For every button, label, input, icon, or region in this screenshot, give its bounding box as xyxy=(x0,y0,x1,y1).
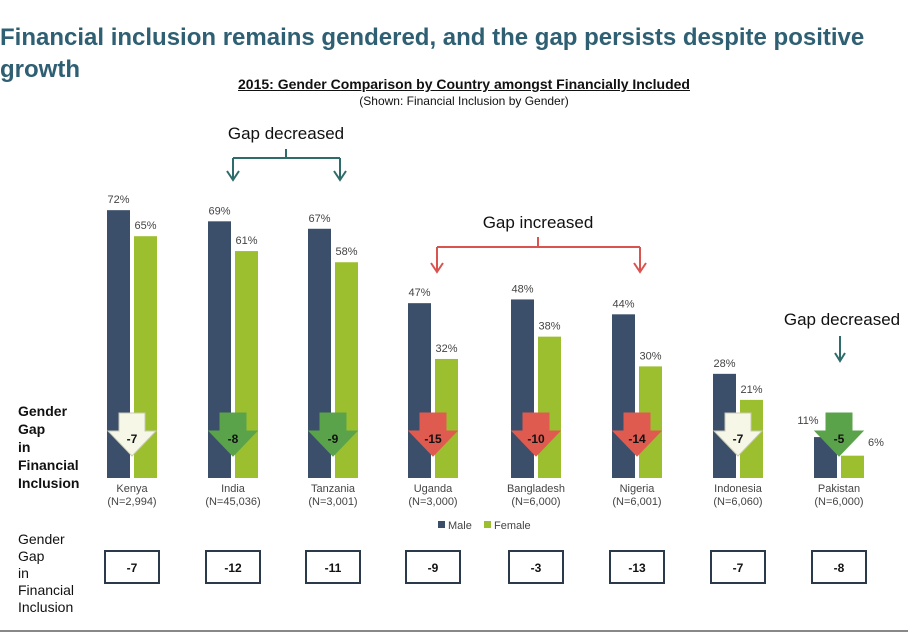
sample-size-indonesia: (N=6,060) xyxy=(713,496,762,508)
data-label-female-pakistan: 6% xyxy=(868,437,884,449)
data-label-male-uganda: 47% xyxy=(408,287,430,299)
gap-2014-value-tanzania: -11 xyxy=(325,561,342,575)
legend-label-female: Female xyxy=(494,520,531,532)
data-label-male-india: 69% xyxy=(208,205,230,217)
gap-2014-box-indonesia xyxy=(710,550,766,584)
gap-2015-value-india: -8 xyxy=(228,432,239,446)
gap-2014-box-bangladesh xyxy=(508,550,564,584)
gap-2014-label: Gender Gap in Financial Inclusion xyxy=(18,531,74,616)
chart-title: 2015: Gender Comparison by Country among… xyxy=(238,76,690,92)
gap-2015-label-text: Gender Gap in Financial Inclusion xyxy=(18,403,80,491)
gap-2015-value-tanzania: -9 xyxy=(328,432,339,446)
annotation-arrowheads-2 xyxy=(430,262,647,274)
gap-2015-value-pakistan: -5 xyxy=(834,432,845,446)
gap-2014-value-india: -12 xyxy=(224,561,242,575)
legend-swatch-male xyxy=(438,521,445,528)
gap-2015-arrow-indonesia xyxy=(712,412,764,457)
data-label-female-bangladesh: 38% xyxy=(538,321,560,333)
gap-2015-value-uganda: -15 xyxy=(424,432,442,446)
chart-subtitle: (Shown: Financial Inclusion by Gender) xyxy=(359,94,569,108)
gap-2014-label-text: Gender Gap in Financial Inclusion xyxy=(18,531,75,615)
gap-2015-arrow-nigeria xyxy=(611,412,663,457)
bar-male-kenya xyxy=(107,210,130,478)
data-label-female-nigeria: 30% xyxy=(639,350,661,362)
gap-2014-box-kenya xyxy=(104,550,160,584)
data-label-male-bangladesh: 48% xyxy=(511,283,533,295)
data-label-male-pakistan: 11% xyxy=(797,415,818,427)
bar-female-bangladesh xyxy=(538,336,561,478)
sample-size-kenya: (N=2,994) xyxy=(107,496,156,508)
sample-size-india: (N=45,036) xyxy=(205,496,260,508)
gap-2014-box-india xyxy=(205,550,261,584)
gap-2014-box-pakistan xyxy=(811,550,867,584)
annotation-bracket-2 xyxy=(436,237,641,270)
annotation-gap-decreased-1: Gap decreased xyxy=(228,124,344,143)
headline: Financial inclusion remains gendered, an… xyxy=(0,24,865,83)
gap-2015-arrow-pakistan xyxy=(813,412,865,457)
tick-label-nigeria: Nigeria xyxy=(620,483,656,495)
data-label-female-india: 61% xyxy=(235,235,257,247)
data-label-male-nigeria: 44% xyxy=(612,298,634,310)
data-label-female-tanzania: 58% xyxy=(335,246,357,258)
sample-size-uganda: (N=3,000) xyxy=(408,496,457,508)
annotation-gap-decreased-2: Gap decreased xyxy=(784,310,900,329)
gap-2014-value-nigeria: -13 xyxy=(628,561,646,575)
tick-label-tanzania: Tanzania xyxy=(311,483,356,495)
gap-2015-arrow-india xyxy=(207,412,259,457)
annotation-bracket-1 xyxy=(232,149,341,178)
sample-size-pakistan: (N=6,000) xyxy=(814,496,863,508)
data-label-male-kenya: 72% xyxy=(107,194,129,206)
gap-2015-arrow-uganda xyxy=(407,412,459,457)
gap-2015-arrow-tanzania xyxy=(307,412,359,457)
gap-2015-value-bangladesh: -10 xyxy=(527,432,545,446)
bar-male-bangladesh xyxy=(511,299,534,478)
gap-2015-arrow-kenya xyxy=(106,412,158,457)
gap-2014-value-uganda: -9 xyxy=(428,561,439,575)
data-label-female-indonesia: 21% xyxy=(740,384,762,396)
bar-male-uganda xyxy=(408,303,431,478)
sample-size-bangladesh: (N=6,000) xyxy=(511,496,560,508)
sample-size-nigeria: (N=6,001) xyxy=(612,496,661,508)
bottom-divider xyxy=(0,630,908,632)
gap-2015-value-kenya: -7 xyxy=(127,432,138,446)
gap-2015-arrow-bangladesh xyxy=(510,412,562,457)
gap-2015-value-indonesia: -7 xyxy=(733,432,744,446)
annotation-arrowheads-1 xyxy=(226,170,347,182)
tick-label-indonesia: Indonesia xyxy=(714,483,763,495)
data-label-male-indonesia: 28% xyxy=(713,358,735,370)
tick-label-uganda: Uganda xyxy=(414,483,453,495)
gap-2014-value-kenya: -7 xyxy=(127,561,138,575)
gap-2014-value-indonesia: -7 xyxy=(733,561,744,575)
data-label-female-kenya: 65% xyxy=(134,220,156,232)
legend-label-male: Male xyxy=(448,520,472,532)
gap-2014-box-nigeria xyxy=(609,550,665,584)
data-label-female-uganda: 32% xyxy=(435,343,457,355)
tick-label-pakistan: Pakistan xyxy=(818,483,860,495)
gap-2014-value-bangladesh: -3 xyxy=(531,561,542,575)
annotation-gap-increased: Gap increased xyxy=(483,213,594,232)
data-label-male-tanzania: 67% xyxy=(308,213,330,225)
gap-2014-value-pakistan: -8 xyxy=(834,561,845,575)
tick-label-bangladesh: Bangladesh xyxy=(507,483,565,495)
tick-label-kenya: Kenya xyxy=(116,483,148,495)
bar-female-pakistan xyxy=(841,455,864,478)
bar-male-nigeria xyxy=(612,314,635,478)
gap-2014-box-uganda xyxy=(405,550,461,584)
legend-swatch-female xyxy=(484,521,491,528)
gap-2015-label: Gender Gap in Financial Inclusion xyxy=(18,402,79,492)
gap-2015-value-nigeria: -14 xyxy=(628,432,646,446)
gap-2014-box-tanzania xyxy=(305,550,361,584)
annotation-arrow-3 xyxy=(834,336,846,363)
tick-label-india: India xyxy=(221,483,246,495)
sample-size-tanzania: (N=3,001) xyxy=(308,496,357,508)
